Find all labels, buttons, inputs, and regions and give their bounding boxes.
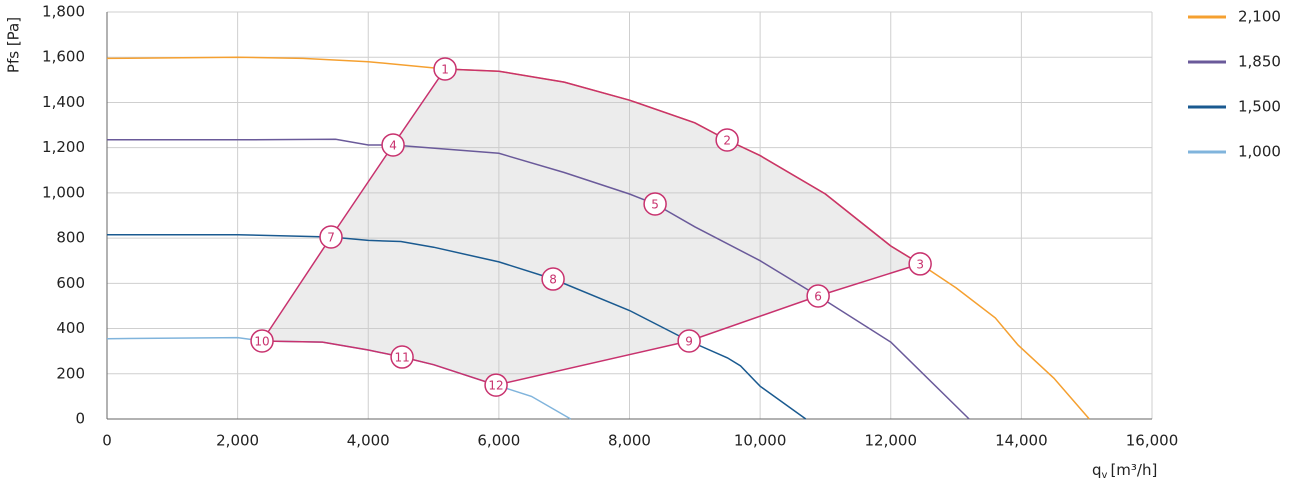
operating-point-label: 4 [389, 138, 397, 152]
x-axis-title-unit: [m³/h] [1110, 461, 1157, 479]
operating-point-label: 3 [916, 257, 924, 271]
y-tick-label: 1,200 [42, 138, 85, 156]
operating-point-label: 2 [723, 133, 731, 147]
operating-point-label: 9 [685, 334, 693, 348]
operating-point [908, 252, 932, 276]
legend-label: 1,500 [1238, 98, 1281, 116]
y-axis-title: Pfs [Pa] [5, 17, 23, 73]
x-tick-label: 8,000 [608, 432, 651, 450]
x-tick-label: 14,000 [995, 432, 1048, 450]
y-tick-label: 0 [75, 410, 85, 428]
y-tick-label: 1,600 [42, 48, 85, 66]
x-tick-label: 0 [102, 432, 112, 450]
x-tick-label: 4,000 [347, 432, 390, 450]
operating-point [541, 267, 565, 291]
y-tick-label: 600 [56, 274, 85, 292]
operating-point [806, 284, 830, 308]
operating-point [643, 192, 667, 216]
operating-point [390, 345, 414, 369]
x-tick-label: 12,000 [865, 432, 918, 450]
operating-point-label: 5 [651, 197, 659, 211]
legend-label: 2,100 [1238, 8, 1281, 26]
operating-point [677, 329, 701, 353]
y-tick-label: 1,800 [42, 3, 85, 21]
operating-range [262, 69, 921, 386]
y-tick-label: 200 [56, 364, 85, 382]
operating-point-label: 12 [488, 379, 503, 393]
operating-point [250, 329, 274, 353]
operating-point [433, 57, 457, 81]
x-tick-label: 2,000 [216, 432, 259, 450]
operating-point-label: 6 [814, 289, 822, 303]
y-tick-label: 1,000 [42, 183, 85, 201]
y-tick-label: 1,400 [42, 93, 85, 111]
x-tick-label: 6,000 [477, 432, 520, 450]
x-tick-label: 16,000 [1126, 432, 1179, 450]
operating-point-label: 7 [327, 230, 335, 244]
operating-point [319, 225, 343, 249]
operating-point [381, 133, 405, 157]
x-axis-title-q: q [1092, 461, 1102, 479]
operating-point-label: 8 [549, 273, 557, 287]
operating-point [484, 373, 508, 397]
x-tick-label: 10,000 [734, 432, 787, 450]
legend-label: 1,850 [1238, 53, 1281, 71]
operating-point-label: 11 [394, 351, 409, 365]
operating-point-label: 1 [441, 62, 449, 76]
x-axis-title-sub: v [1102, 470, 1108, 481]
y-tick-label: 400 [56, 319, 85, 337]
legend-label: 1,000 [1238, 143, 1281, 161]
x-axis-title: qv [m³/h] [1092, 461, 1157, 482]
operating-point [715, 128, 739, 152]
y-tick-label: 800 [56, 229, 85, 247]
operating-point-label: 10 [254, 334, 269, 348]
